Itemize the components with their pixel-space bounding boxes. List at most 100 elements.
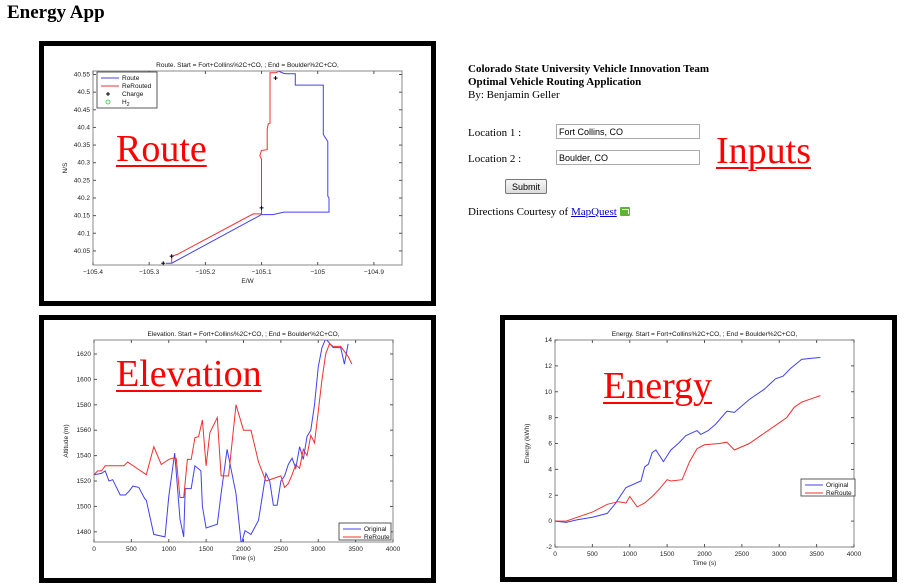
series-line-rerouted (171, 71, 279, 264)
legend-entry: ReRouted (122, 83, 152, 90)
y-tick-label: 1600 (77, 376, 92, 383)
legend-swatch (105, 99, 111, 105)
y-tick-label: 40.1 (77, 230, 90, 237)
y-tick-label: 40.2 (77, 195, 90, 202)
legend-entry: ReRoute (826, 490, 852, 497)
plot-area (92, 70, 403, 266)
energy-chart-frame: Energy. Start = Fort+Collins%2C+CO, ; En… (500, 315, 897, 582)
x-tick-label: 0 (92, 546, 96, 553)
y-axis-label: Altitude (m) (63, 424, 70, 457)
y-tick-label: 0 (548, 518, 552, 525)
x-tick-label: 1000 (623, 551, 638, 558)
series-line-route (166, 71, 330, 264)
y-tick-label: 40.05 (74, 248, 91, 255)
series-line-original (94, 340, 349, 542)
y-tick-label: 40.45 (74, 107, 91, 114)
y-tick-label: 1520 (77, 478, 92, 485)
y-axis-label: N/S (62, 162, 69, 174)
location-1-label: Location 1 : (468, 127, 522, 139)
x-tick-label: −105.2 (195, 269, 215, 276)
legend-entry: Original (826, 482, 849, 489)
submit-button[interactable]: Submit (505, 179, 547, 194)
legend-entry: ReRoute (364, 534, 390, 541)
x-tick-label: −105.3 (139, 269, 159, 276)
y-tick-label: 40.3 (77, 160, 90, 167)
y-tick-label: 14 (545, 337, 553, 344)
inputs-label: Inputs (716, 130, 811, 172)
legend-entry: H2 (122, 99, 130, 108)
x-tick-label: 2000 (697, 551, 712, 558)
energy-chart: Energy. Start = Fort+Collins%2C+CO, ; En… (524, 331, 862, 567)
x-axis-label: Time (s) (232, 555, 256, 562)
info-block: Colorado State University Vehicle Innova… (468, 63, 709, 102)
x-tick-label: 3000 (772, 551, 787, 558)
x-tick-label: 1500 (660, 551, 675, 558)
elevation-chart-frame: Elevation. Start = Fort+Collins%2C+CO, ;… (39, 315, 436, 583)
y-tick-label: 1480 (77, 529, 92, 536)
y-tick-label: 40.25 (74, 177, 91, 184)
y-tick-label: 1500 (77, 503, 92, 510)
location-2-input[interactable] (556, 150, 700, 165)
y-tick-label: 1560 (77, 427, 92, 434)
legend-box (338, 522, 392, 541)
author: By: Benjamin Geller (468, 89, 560, 101)
y-tick-label: 40.5 (77, 89, 90, 96)
chart-title: Elevation. Start = Fort+Collins%2C+CO, ;… (147, 331, 339, 338)
y-tick-label: 10 (545, 389, 553, 396)
x-tick-label: 3000 (311, 546, 326, 553)
x-tick-label: 3500 (809, 551, 824, 558)
y-axis-label: Energy (kWh) (524, 424, 531, 464)
location-2-label: Location 2 : (468, 153, 522, 165)
org-name: Colorado State University Vehicle Innova… (468, 63, 710, 75)
charge-marker (273, 76, 278, 81)
series-line-original (555, 357, 821, 523)
charge-marker (259, 205, 264, 210)
series-line-reroute (94, 343, 353, 498)
y-tick-label: 2 (548, 492, 552, 499)
y-tick-label: 40.15 (74, 213, 91, 220)
legend-entry: Route (122, 75, 140, 82)
x-tick-label: 0 (553, 551, 557, 558)
route-chart: Route. Start = Fort+Collins%2C+CO, ; End… (62, 62, 403, 285)
legend-box (800, 478, 856, 497)
y-tick-label: 6 (548, 441, 552, 448)
mapquest-icon[interactable] (619, 207, 630, 216)
credit-prefix: Directions Courtesy of (468, 206, 571, 218)
series-line-reroute (555, 395, 821, 522)
mapquest-link[interactable]: MapQuest (570, 206, 617, 218)
x-tick-label: 2500 (735, 551, 750, 558)
chart-title: Route. Start = Fort+Collins%2C+CO, ; End… (156, 62, 339, 69)
x-tick-label: 3500 (348, 546, 363, 553)
x-tick-label: 1000 (162, 546, 177, 553)
chart-title: Energy. Start = Fort+Collins%2C+CO, ; En… (612, 331, 798, 338)
y-tick-label: 1540 (77, 453, 92, 460)
elevation-chart: Elevation. Start = Fort+Collins%2C+CO, ;… (63, 331, 401, 562)
x-tick-label: −105.4 (83, 269, 103, 276)
y-tick-label: 4 (548, 466, 552, 473)
x-tick-label: 500 (126, 546, 137, 553)
elevation-label: Elevation (116, 353, 262, 395)
legend-entry: Charge (122, 91, 144, 98)
x-tick-label: 4000 (386, 546, 401, 553)
legend-entry: Original (364, 526, 387, 533)
x-tick-label: 1500 (199, 546, 214, 553)
charge-marker (161, 261, 166, 266)
x-tick-label: 2500 (274, 546, 289, 553)
x-axis-label: E/W (241, 278, 254, 285)
y-tick-label: 40.35 (74, 142, 91, 149)
y-tick-label: -2 (546, 544, 552, 551)
directions-credit: Directions Courtesy of MapQuest (468, 206, 630, 218)
x-tick-label: −105.1 (252, 269, 272, 276)
x-tick-label: 2000 (236, 546, 251, 553)
route-label: Route (116, 128, 207, 170)
x-tick-label: 4000 (847, 551, 862, 558)
route-chart-frame: Route. Start = Fort+Collins%2C+CO, ; End… (39, 41, 436, 306)
y-tick-label: 1580 (77, 402, 92, 409)
charge-marker (169, 254, 174, 259)
x-axis-label: Time (s) (693, 560, 717, 567)
y-tick-label: 40.55 (74, 72, 91, 79)
y-tick-label: 1620 (77, 351, 92, 358)
location-1-input[interactable] (556, 124, 700, 139)
